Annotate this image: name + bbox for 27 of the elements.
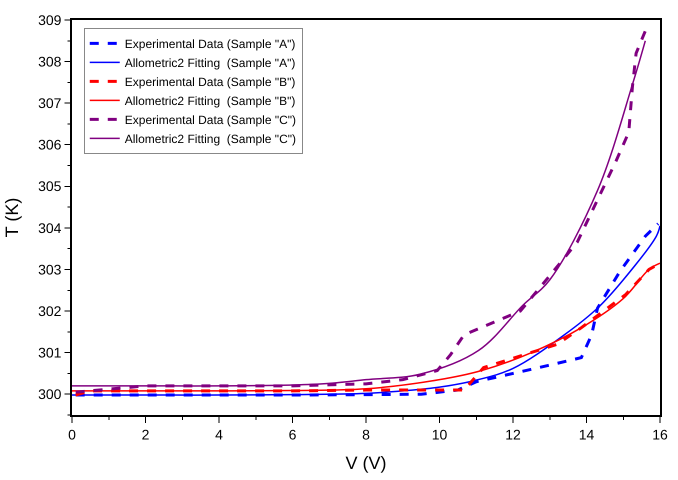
y-tick-label: 306 — [38, 136, 62, 153]
y-axis-title: T (K) — [2, 198, 22, 238]
x-tick-label: 12 — [505, 426, 521, 443]
y-tick-label: 308 — [38, 53, 62, 70]
legend-label: Allometric2 Fitting (Sample "B") — [124, 94, 296, 108]
x-tick-label: 14 — [578, 426, 594, 443]
x-tick-label: 16 — [652, 426, 668, 443]
y-tick-label: 300 — [38, 386, 62, 402]
legend-label: Experimental Data (Sample "A") — [124, 37, 296, 52]
x-axis-title: V (V) — [345, 453, 387, 474]
y-tick-label: 301 — [38, 344, 62, 361]
legend-label: Experimental Data (Sample "B") — [124, 75, 296, 90]
x-tick-label: 0 — [68, 426, 76, 443]
x-tick-label: 6 — [288, 426, 297, 443]
x-tick-label: 2 — [142, 426, 150, 443]
legend-label: Allometric2 Fitting (Sample "A") — [124, 56, 296, 70]
legend-label: Allometric2 Fitting (Sample "C") — [124, 132, 296, 146]
x-tick-label: 8 — [362, 426, 370, 443]
y-tick-label: 307 — [38, 95, 62, 112]
y-tick-label: 302 — [38, 302, 62, 319]
y-tick-label: 303 — [38, 261, 62, 278]
y-tick-label: 305 — [38, 178, 62, 194]
y-tick-label: 304 — [38, 220, 62, 236]
x-tick-label: 4 — [215, 426, 224, 443]
y-tick-label: 309 — [38, 12, 62, 28]
legend-label: Experimental Data (Sample "C") — [124, 113, 296, 128]
x-tick-label: 10 — [432, 426, 448, 443]
